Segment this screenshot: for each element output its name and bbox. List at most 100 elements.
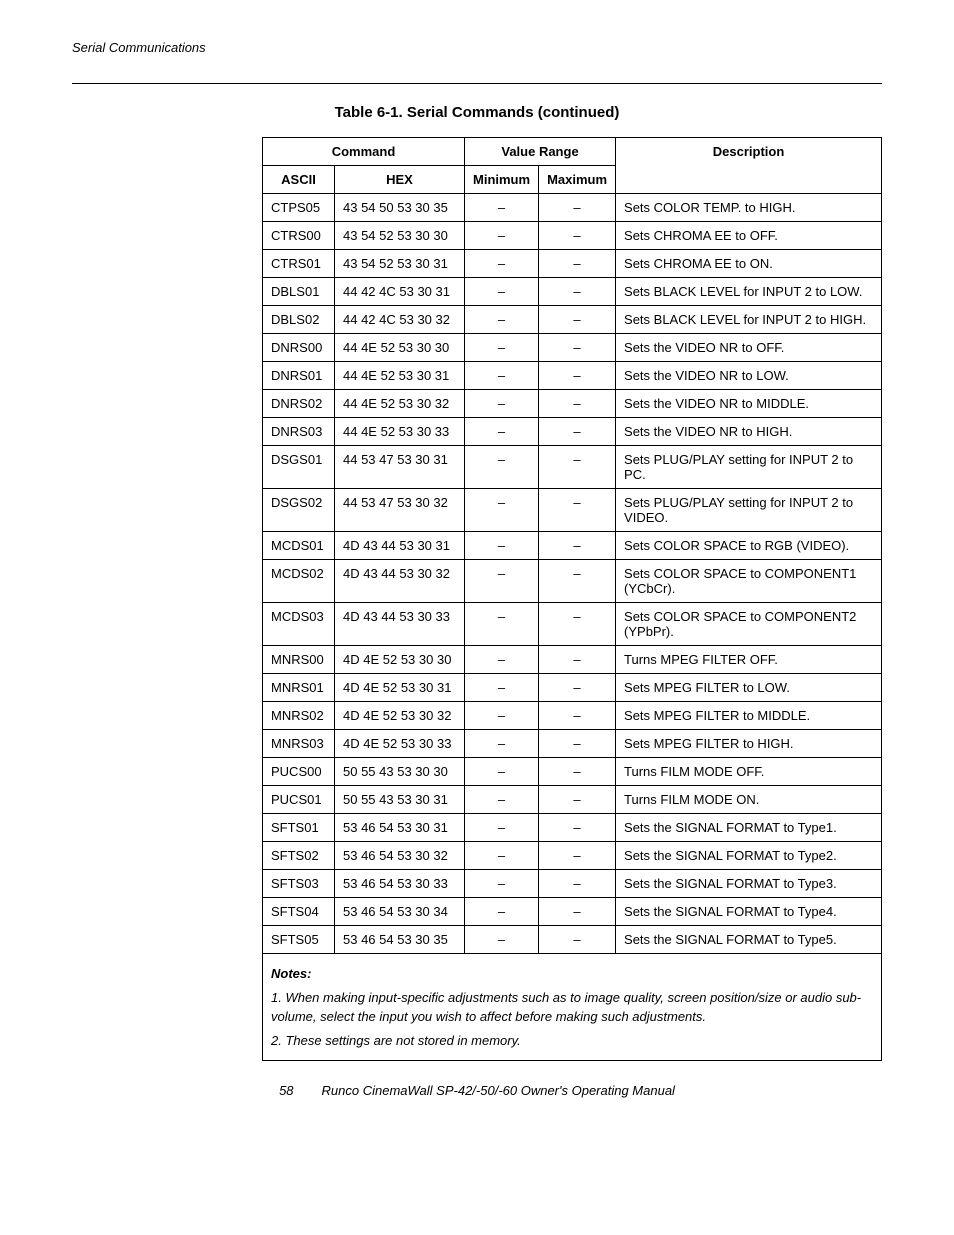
table-row: DNRS0244 4E 52 53 30 32––Sets the VIDEO … <box>263 390 882 418</box>
cell-desc: Sets the VIDEO NR to OFF. <box>616 334 882 362</box>
cell-min: – <box>465 702 539 730</box>
table-row: SFTS0553 46 54 53 30 35––Sets the SIGNAL… <box>263 926 882 954</box>
notes-row: Notes: 1. When making input-specific adj… <box>263 954 882 1061</box>
cell-hex: 44 53 47 53 30 32 <box>335 489 465 532</box>
cell-ascii: MCDS03 <box>263 603 335 646</box>
table-row: MCDS034D 43 44 53 30 33––Sets COLOR SPAC… <box>263 603 882 646</box>
cell-ascii: DBLS02 <box>263 306 335 334</box>
cell-ascii: DBLS01 <box>263 278 335 306</box>
table-row: DBLS0244 42 4C 53 30 32––Sets BLACK LEVE… <box>263 306 882 334</box>
col-hex: HEX <box>335 166 465 194</box>
cell-hex: 50 55 43 53 30 30 <box>335 758 465 786</box>
cell-max: – <box>539 306 616 334</box>
cell-min: – <box>465 446 539 489</box>
col-min: Minimum <box>465 166 539 194</box>
cell-min: – <box>465 758 539 786</box>
cell-hex: 44 42 4C 53 30 32 <box>335 306 465 334</box>
col-ascii: ASCII <box>263 166 335 194</box>
cell-max: – <box>539 278 616 306</box>
cell-hex: 44 4E 52 53 30 33 <box>335 418 465 446</box>
cell-desc: Sets the SIGNAL FORMAT to Type3. <box>616 870 882 898</box>
table-row: SFTS0253 46 54 53 30 32––Sets the SIGNAL… <box>263 842 882 870</box>
table-row: CTPS0543 54 50 53 30 35––Sets COLOR TEMP… <box>263 194 882 222</box>
table-row: MCDS014D 43 44 53 30 31––Sets COLOR SPAC… <box>263 532 882 560</box>
table-row: DBLS0144 42 4C 53 30 31––Sets BLACK LEVE… <box>263 278 882 306</box>
table-row: MNRS014D 4E 52 53 30 31––Sets MPEG FILTE… <box>263 674 882 702</box>
cell-hex: 44 42 4C 53 30 31 <box>335 278 465 306</box>
cell-min: – <box>465 489 539 532</box>
cell-hex: 43 54 52 53 30 31 <box>335 250 465 278</box>
cell-min: – <box>465 250 539 278</box>
cell-desc: Sets COLOR SPACE to COMPONENT2 (YPbPr). <box>616 603 882 646</box>
cell-max: – <box>539 786 616 814</box>
cell-min: – <box>465 278 539 306</box>
cell-min: – <box>465 730 539 758</box>
cell-desc: Sets MPEG FILTER to HIGH. <box>616 730 882 758</box>
cell-ascii: DNRS03 <box>263 418 335 446</box>
cell-hex: 53 46 54 53 30 34 <box>335 898 465 926</box>
cell-max: – <box>539 418 616 446</box>
cell-hex: 4D 4E 52 53 30 30 <box>335 646 465 674</box>
cell-ascii: CTPS05 <box>263 194 335 222</box>
cell-min: – <box>465 194 539 222</box>
table-row: CTRS0043 54 52 53 30 30––Sets CHROMA EE … <box>263 222 882 250</box>
cell-ascii: PUCS01 <box>263 786 335 814</box>
cell-min: – <box>465 786 539 814</box>
cell-ascii: DNRS00 <box>263 334 335 362</box>
table-row: DSGS0144 53 47 53 30 31––Sets PLUG/PLAY … <box>263 446 882 489</box>
col-value-range: Value Range <box>465 138 616 166</box>
cell-ascii: SFTS04 <box>263 898 335 926</box>
cell-hex: 4D 4E 52 53 30 32 <box>335 702 465 730</box>
cell-min: – <box>465 674 539 702</box>
table-row: MNRS034D 4E 52 53 30 33––Sets MPEG FILTE… <box>263 730 882 758</box>
cell-desc: Sets BLACK LEVEL for INPUT 2 to HIGH. <box>616 306 882 334</box>
table-row: CTRS0143 54 52 53 30 31––Sets CHROMA EE … <box>263 250 882 278</box>
notes-label: Notes: <box>271 966 311 981</box>
cell-hex: 43 54 52 53 30 30 <box>335 222 465 250</box>
table-header-row-1: Command Value Range Description <box>263 138 882 166</box>
cell-desc: Sets PLUG/PLAY setting for INPUT 2 to VI… <box>616 489 882 532</box>
cell-ascii: SFTS03 <box>263 870 335 898</box>
table-row: DNRS0344 4E 52 53 30 33––Sets the VIDEO … <box>263 418 882 446</box>
cell-desc: Sets MPEG FILTER to LOW. <box>616 674 882 702</box>
cell-min: – <box>465 334 539 362</box>
cell-ascii: CTRS00 <box>263 222 335 250</box>
cell-min: – <box>465 362 539 390</box>
cell-desc: Turns FILM MODE ON. <box>616 786 882 814</box>
cell-ascii: MCDS01 <box>263 532 335 560</box>
table-header: Command Value Range Description ASCII HE… <box>263 138 882 194</box>
cell-hex: 4D 4E 52 53 30 31 <box>335 674 465 702</box>
cell-max: – <box>539 926 616 954</box>
cell-min: – <box>465 306 539 334</box>
cell-desc: Sets COLOR TEMP. to HIGH. <box>616 194 882 222</box>
table-row: PUCS0050 55 43 53 30 30––Turns FILM MODE… <box>263 758 882 786</box>
cell-max: – <box>539 250 616 278</box>
cell-hex: 44 53 47 53 30 31 <box>335 446 465 489</box>
cell-max: – <box>539 489 616 532</box>
table-row: MNRS024D 4E 52 53 30 32––Sets MPEG FILTE… <box>263 702 882 730</box>
page-number: 58 <box>279 1083 293 1098</box>
note-2: 2. These settings are not stored in memo… <box>271 1031 873 1051</box>
cell-desc: Sets MPEG FILTER to MIDDLE. <box>616 702 882 730</box>
cell-hex: 4D 43 44 53 30 33 <box>335 603 465 646</box>
cell-ascii: MNRS03 <box>263 730 335 758</box>
table-row: SFTS0353 46 54 53 30 33––Sets the SIGNAL… <box>263 870 882 898</box>
cell-max: – <box>539 758 616 786</box>
cell-hex: 4D 43 44 53 30 31 <box>335 532 465 560</box>
cell-max: – <box>539 334 616 362</box>
cell-desc: Sets BLACK LEVEL for INPUT 2 to LOW. <box>616 278 882 306</box>
col-description: Description <box>616 138 882 194</box>
cell-ascii: MNRS00 <box>263 646 335 674</box>
cell-max: – <box>539 222 616 250</box>
cell-min: – <box>465 646 539 674</box>
col-command: Command <box>263 138 465 166</box>
cell-max: – <box>539 646 616 674</box>
header-rule <box>72 83 882 84</box>
notes-cell: Notes: 1. When making input-specific adj… <box>263 954 882 1061</box>
table-row: PUCS0150 55 43 53 30 31––Turns FILM MODE… <box>263 786 882 814</box>
footer-text: Runco CinemaWall SP-42/-50/-60 Owner's O… <box>322 1083 675 1098</box>
cell-desc: Sets COLOR SPACE to RGB (VIDEO). <box>616 532 882 560</box>
notes-block: Notes: 1. When making input-specific adj… <box>271 964 873 1050</box>
cell-ascii: SFTS02 <box>263 842 335 870</box>
cell-hex: 44 4E 52 53 30 32 <box>335 390 465 418</box>
